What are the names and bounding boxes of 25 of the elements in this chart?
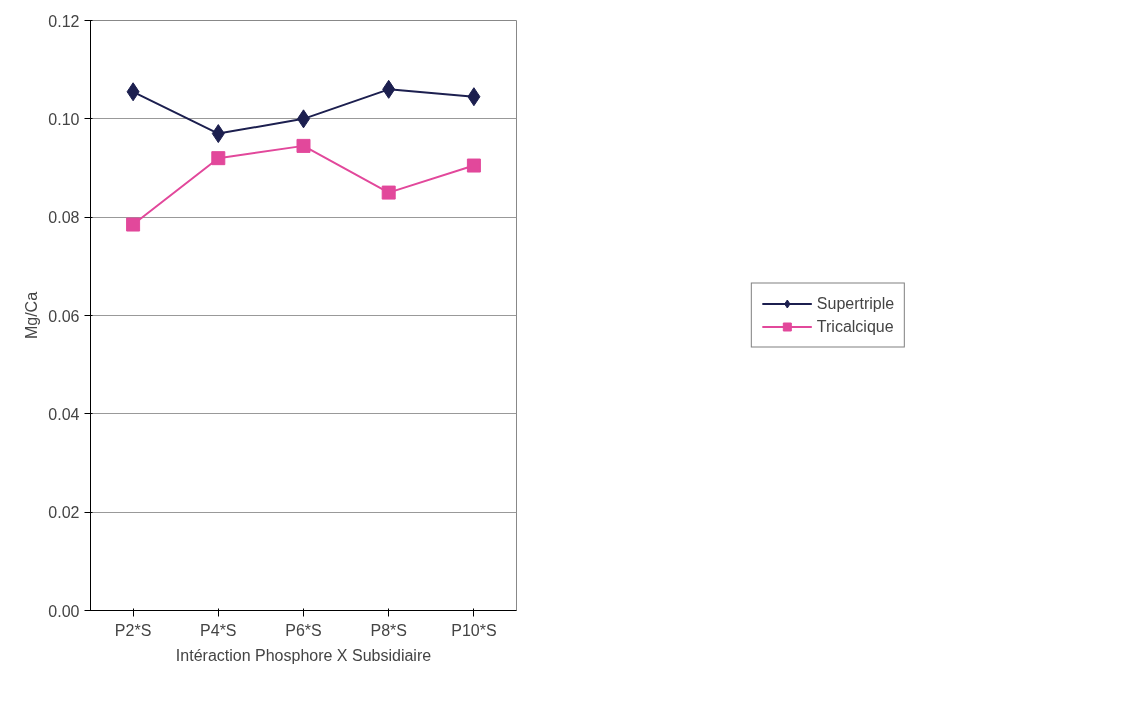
legend-label: Tricalcique	[816, 317, 894, 336]
y-tick-label: 0.00	[48, 602, 80, 620]
y-tick-label: 0.08	[48, 209, 80, 227]
point	[211, 151, 226, 166]
y-tick-label: 0.04	[48, 405, 80, 423]
x-tick-label: P2*S	[114, 621, 152, 639]
y-tick-label: 0.02	[48, 504, 80, 522]
y-tick-label: 0.06	[48, 307, 80, 325]
y-axis-title: Mg/Ca	[23, 291, 41, 340]
point	[382, 79, 396, 99]
point	[467, 87, 481, 107]
y-tick-label: 0.10	[48, 110, 80, 128]
point	[211, 124, 225, 144]
x-tick-label: P6*S	[285, 621, 322, 639]
legend-label: Supertriple	[816, 294, 895, 313]
x-tick-label: P4*S	[200, 621, 237, 639]
point	[126, 217, 141, 232]
y-tick-label: 0.12	[48, 12, 80, 30]
point	[381, 185, 396, 200]
point	[296, 138, 311, 153]
x-tick-label: P10*S	[451, 621, 497, 639]
point	[126, 82, 140, 102]
point	[466, 158, 481, 173]
x-axis-title: Intéraction Phosphore X Subsidiaire	[175, 646, 432, 664]
x-tick-label: P8*S	[370, 621, 407, 639]
